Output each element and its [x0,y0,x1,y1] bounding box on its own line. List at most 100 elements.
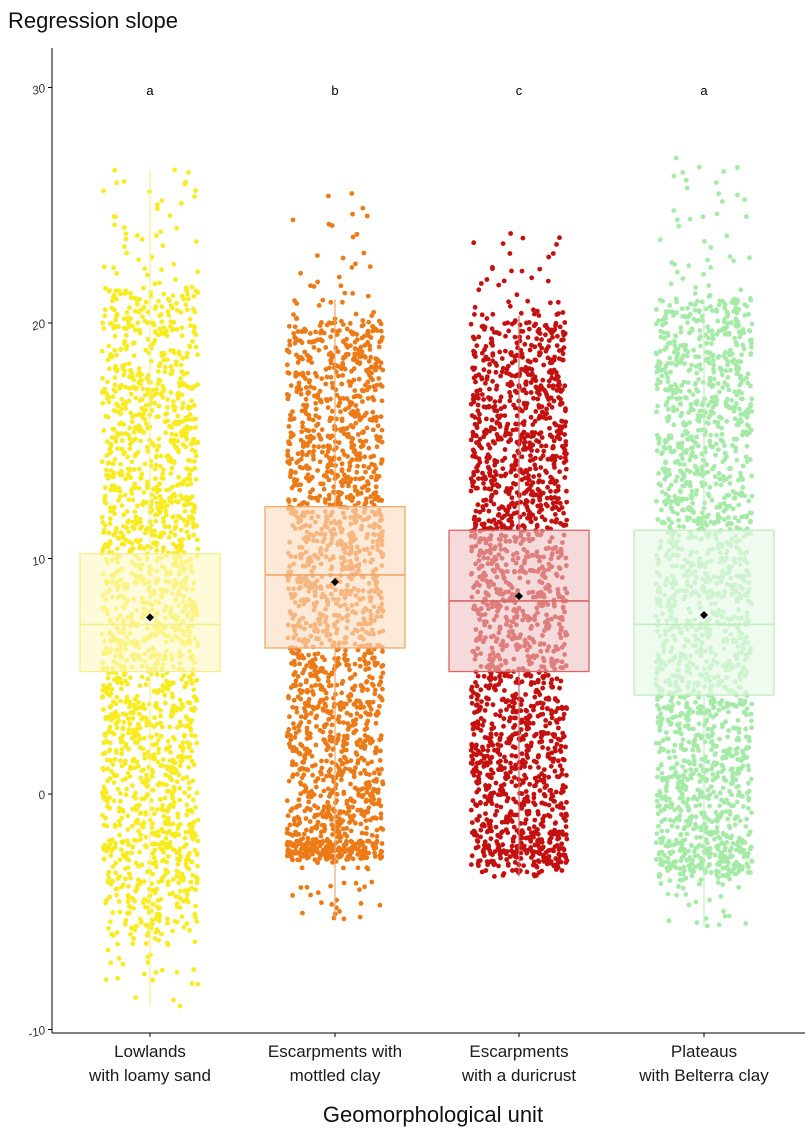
data-point [169,691,175,697]
data-point [504,707,509,712]
data-point [293,338,299,344]
data-point [299,429,305,435]
data-point [160,683,166,688]
data-point [113,525,119,531]
data-point [120,438,125,443]
data-point [361,429,366,434]
data-point [328,815,334,820]
data-point [182,426,187,432]
data-point [367,384,372,390]
data-point [319,851,324,857]
data-point [139,862,145,868]
data-point [374,433,379,439]
data-point [290,833,295,838]
data-point [531,703,537,709]
data-point [134,885,140,891]
data-point [290,857,295,863]
data-point [379,841,385,846]
data-point [172,800,177,805]
data-point [300,420,305,426]
data-point [163,844,168,850]
data-point [159,267,164,272]
data-point [177,905,183,910]
data-point [108,960,114,966]
data-point [144,794,149,799]
data-point [134,803,139,809]
data-point [111,426,117,432]
data-point [145,336,151,342]
data-point [184,285,189,291]
data-point [304,746,310,752]
data-point [293,373,299,379]
data-point [307,439,312,445]
data-point [563,818,568,823]
data-point [350,234,356,240]
data-point [547,720,553,726]
data-point [192,505,198,510]
data-point [310,417,316,423]
data-point [113,214,118,220]
data-point [285,396,291,402]
data-point [552,421,557,426]
data-point [486,508,492,514]
data-point [121,325,127,331]
data-point [475,725,481,731]
data-point [338,707,343,712]
data-point [328,883,333,889]
data-point [301,759,307,765]
data-point [528,519,534,525]
data-point [324,374,330,380]
data-point [100,695,105,700]
data-point [357,698,362,704]
data-point [153,841,159,847]
data-point [136,466,142,472]
data-point [293,678,299,684]
data-point [134,693,140,699]
data-point [126,716,131,722]
data-point [173,362,179,368]
data-point [364,825,369,831]
data-point [176,880,182,886]
data-point [307,660,313,666]
data-point [361,846,367,852]
data-point [369,681,375,687]
data-point [192,847,198,853]
data-point [298,885,304,890]
data-point [138,438,143,444]
data-point [131,936,137,941]
data-point [171,514,176,520]
data-point [298,387,304,392]
data-point [556,496,561,501]
data-point [561,446,567,451]
data-point [285,813,291,819]
data-point [119,746,125,752]
data-point [174,307,180,313]
data-point [194,790,200,796]
data-point [131,905,137,911]
data-point [306,379,312,385]
data-point [176,832,182,838]
data-point [341,747,347,753]
data-point [164,328,169,334]
data-point [308,384,313,390]
data-point [335,349,341,355]
data-point [192,706,198,711]
data-point [188,879,194,885]
data-point [293,829,298,835]
data-point [191,524,197,530]
data-point [137,745,143,750]
data-point [469,741,475,747]
data-point [178,309,184,315]
data-point [532,462,538,468]
data-point [136,733,141,738]
data-point [558,455,563,460]
data-point [284,853,290,859]
data-point [111,798,117,804]
data-point [350,291,356,296]
data-point [165,764,171,770]
data-point [344,326,350,332]
data-point [112,333,118,339]
data-point [321,330,327,336]
data-point [192,402,197,408]
data-point [341,431,347,437]
